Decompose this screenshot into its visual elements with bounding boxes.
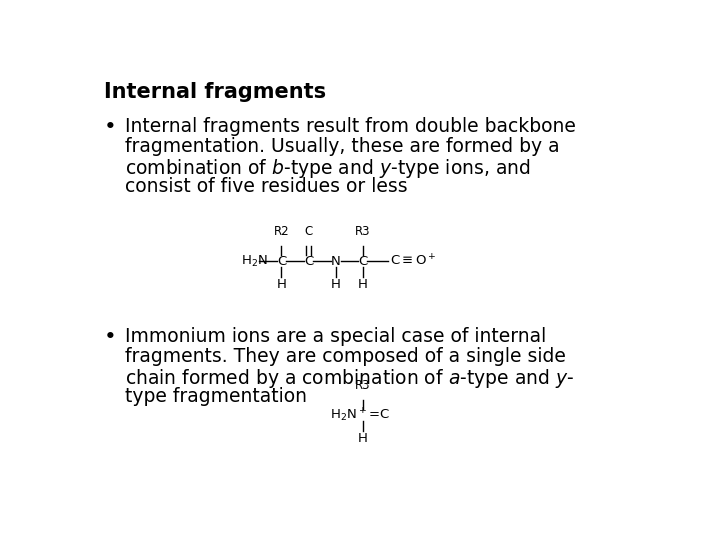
Text: H: H <box>330 278 341 291</box>
Text: H: H <box>358 432 368 445</box>
Text: fragmentation. Usually, these are formed by a: fragmentation. Usually, these are formed… <box>125 137 559 156</box>
Text: R2: R2 <box>274 225 289 238</box>
Text: C: C <box>358 255 367 268</box>
Text: Immonium ions are a special case of internal: Immonium ions are a special case of inte… <box>125 327 546 346</box>
Text: chain formed by a combination of $\it{a}$-type and $\it{y}$-: chain formed by a combination of $\it{a}… <box>125 367 574 390</box>
Text: combination of $\it{b}$-type and $\it{y}$-type ions, and: combination of $\it{b}$-type and $\it{y}… <box>125 157 531 180</box>
Text: N: N <box>330 255 341 268</box>
Text: H$_2$N: H$_2$N <box>241 254 268 269</box>
Text: •: • <box>104 117 117 137</box>
Text: C: C <box>304 255 313 268</box>
Text: H: H <box>358 278 368 291</box>
Text: consist of five residues or less: consist of five residues or less <box>125 177 408 196</box>
Text: H$_2$N$^+$=C: H$_2$N$^+$=C <box>330 407 390 424</box>
Text: Internal fragments result from double backbone: Internal fragments result from double ba… <box>125 117 576 136</box>
Text: fragments. They are composed of a single side: fragments. They are composed of a single… <box>125 347 566 366</box>
Text: C$\equiv$O$^+$: C$\equiv$O$^+$ <box>390 253 436 269</box>
Text: •: • <box>104 327 117 347</box>
Text: R3: R3 <box>355 225 371 238</box>
Text: H: H <box>276 278 287 291</box>
Text: type fragmentation: type fragmentation <box>125 387 307 406</box>
Text: C: C <box>305 225 312 238</box>
Text: C: C <box>276 255 286 268</box>
Text: R3: R3 <box>355 379 371 392</box>
Text: Internal fragments: Internal fragments <box>104 82 326 102</box>
